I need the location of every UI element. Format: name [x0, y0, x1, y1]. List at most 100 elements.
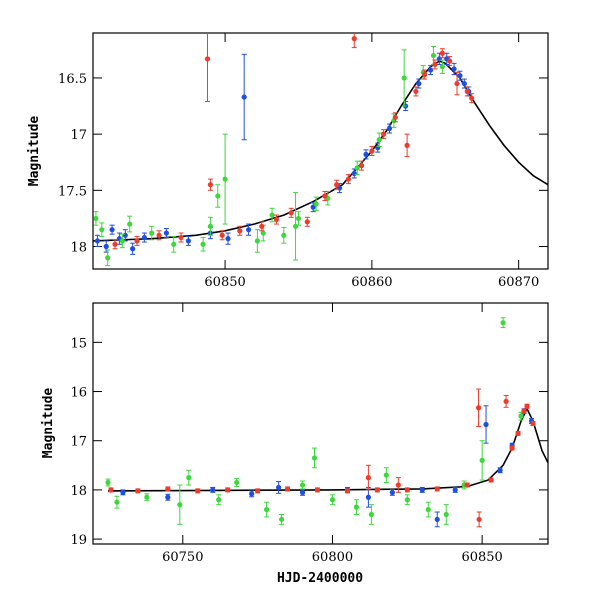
top-panel: 60850 60860 60870 16.5 17 17.5 18 Magnitude: [27, 32, 549, 290]
top-red-marker: [369, 148, 375, 154]
top-red-marker: [464, 88, 470, 95]
top-blue-marker: [427, 67, 434, 73]
bottom-green-point: [500, 317, 506, 329]
bottom-red-marker: [509, 445, 515, 451]
top-green-point: [281, 226, 287, 244]
top-red-point: [219, 230, 225, 241]
bottom-blue-point: [275, 481, 282, 494]
top-red-point: [454, 71, 460, 96]
bottom-green-marker: [311, 455, 318, 461]
top-green-marker: [281, 232, 287, 238]
bottom-green-point: [216, 494, 222, 506]
bottom-green-point: [404, 494, 410, 506]
top-green-point: [354, 160, 360, 176]
top-red-point: [392, 112, 398, 123]
bottom-green-point: [425, 501, 431, 518]
top-y-tick-label-3: 18: [70, 241, 87, 256]
top-red-marker: [178, 234, 184, 241]
bottom-red-point: [530, 420, 536, 427]
bottom-blue-marker: [497, 467, 503, 473]
bottom-green-marker: [383, 472, 389, 478]
top-green-marker: [119, 238, 125, 244]
bottom-red-point: [344, 488, 351, 494]
bottom-red-marker: [464, 482, 470, 488]
bottom-red-marker: [284, 486, 291, 492]
top-green-marker: [292, 223, 299, 229]
top-blue-marker: [451, 66, 457, 72]
bottom-red-point: [521, 408, 527, 414]
top-red-marker: [392, 114, 398, 120]
bottom-red-marker: [521, 408, 527, 414]
top-red-point: [259, 221, 265, 232]
bottom-red-point: [464, 482, 470, 488]
top-blue-marker: [457, 73, 463, 79]
top-blue-marker: [310, 204, 316, 210]
top-green-marker: [93, 215, 99, 222]
top-green-point: [200, 237, 206, 252]
bottom-red-marker: [344, 488, 351, 494]
bottom-red-point: [314, 487, 321, 493]
top-red-point: [447, 56, 453, 67]
bottom-green-marker: [425, 506, 431, 513]
bottom-red-marker: [365, 475, 371, 481]
top-blue-point: [141, 232, 147, 243]
bottom-green-point: [479, 440, 485, 481]
top-blue-marker: [245, 227, 252, 233]
top-red-marker: [134, 238, 140, 244]
top-blue-point: [185, 235, 192, 246]
top-green-marker: [269, 212, 275, 218]
top-blue-point: [416, 78, 422, 89]
bottom-x-tick-label-2: 60850: [461, 550, 502, 565]
top-green-marker: [295, 215, 302, 222]
bottom-y-tick-label-0: 15: [70, 336, 87, 351]
bottom-red-point: [395, 477, 401, 493]
top-red-point: [207, 178, 214, 191]
top-green-marker: [313, 201, 319, 207]
top-blue-marker: [122, 232, 128, 238]
top-blue-marker: [363, 151, 369, 157]
top-blue-marker: [436, 56, 442, 62]
top-red-marker: [237, 228, 243, 234]
top-green-point: [215, 184, 221, 208]
bottom-blue-marker: [365, 494, 371, 500]
top-red-marker: [351, 36, 357, 42]
bottom-y-tick-label-4: 19: [70, 533, 87, 548]
top-green-marker: [260, 230, 266, 236]
top-red-point: [112, 239, 118, 250]
top-blue-marker: [241, 94, 247, 100]
bottom-blue-marker: [275, 484, 282, 491]
top-green-marker: [376, 137, 382, 143]
bottom-red-point: [135, 488, 141, 494]
top-red-point: [464, 86, 470, 97]
bottom-y-axis-label: Magnitude: [41, 388, 56, 459]
top-green-marker: [401, 75, 407, 81]
top-red-marker: [422, 71, 428, 78]
top-red-marker: [439, 50, 445, 56]
top-green-point: [105, 249, 111, 267]
bottom-green-point: [443, 504, 449, 525]
top-green-marker: [207, 223, 214, 229]
bottom-x-tick-label-1: 60800: [312, 550, 353, 565]
top-green-point: [401, 49, 407, 107]
bottom-red-marker: [488, 477, 494, 483]
bottom-y-tick-label-1: 16: [70, 386, 87, 401]
top-green-point: [376, 132, 382, 148]
top-blue-point: [94, 234, 101, 248]
top-blue-marker: [163, 230, 169, 236]
top-red-point: [322, 190, 328, 201]
top-green-point: [313, 196, 319, 212]
top-green-point: [99, 222, 105, 237]
top-blue-marker: [461, 80, 467, 87]
top-red-marker: [469, 95, 475, 101]
top-green-point: [222, 133, 228, 225]
top-red-point: [369, 146, 375, 156]
bottom-green-marker: [404, 497, 410, 503]
top-red-point: [469, 93, 475, 104]
bottom-blue-marker: [210, 487, 216, 493]
bottom-green-point: [114, 495, 120, 509]
top-red-marker: [345, 176, 351, 182]
bottom-blue-point: [483, 405, 489, 444]
top-blue-marker: [416, 80, 422, 87]
top-red-point: [432, 59, 438, 70]
bottom-green-point: [278, 513, 285, 525]
